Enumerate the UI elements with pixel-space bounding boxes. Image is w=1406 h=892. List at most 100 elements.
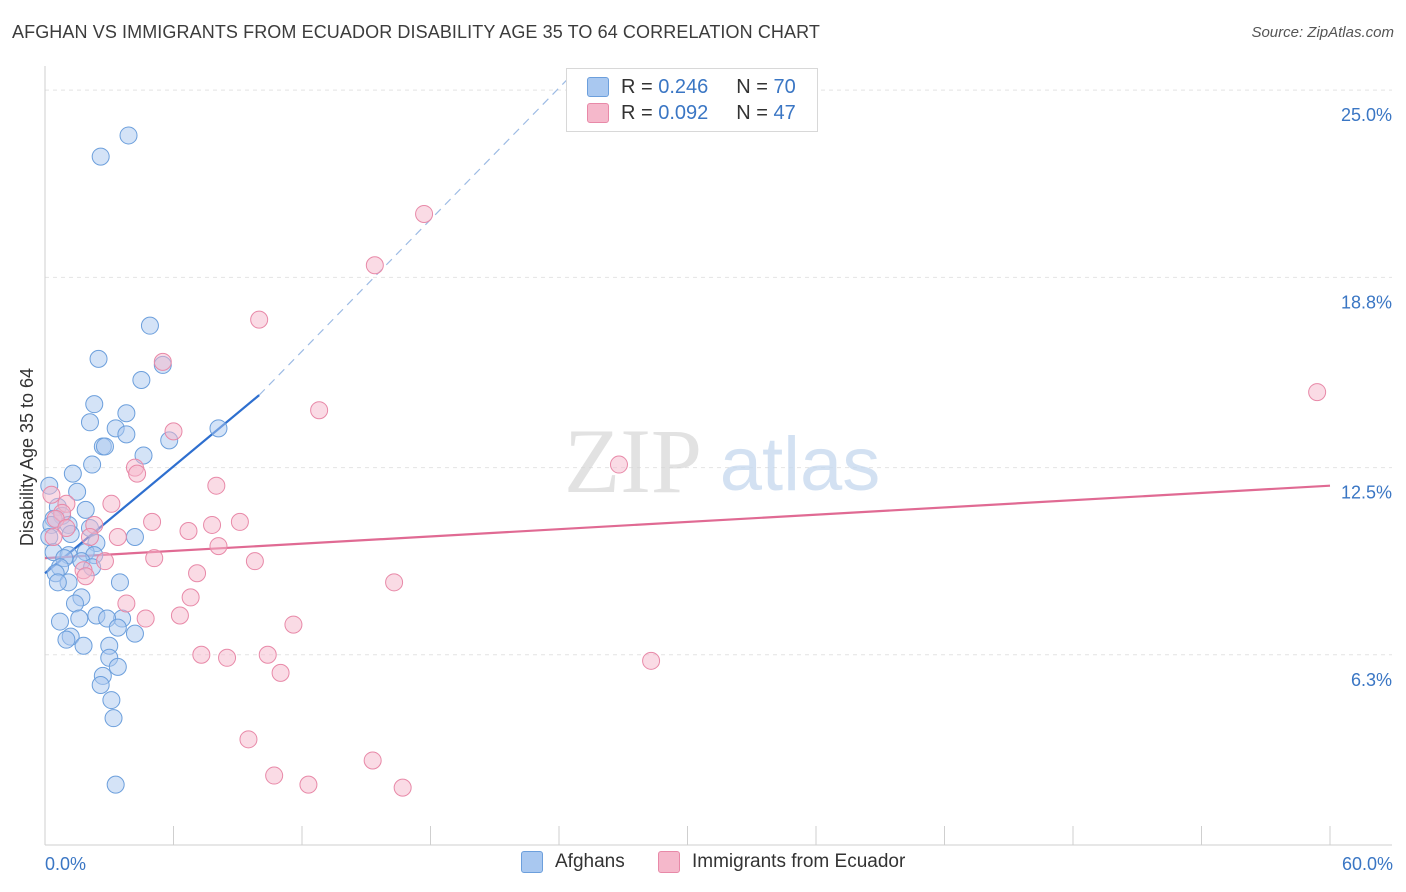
watermark-atlas: atlas [720,422,881,507]
tick-labels: 6.3% 12.5% 18.8% 25.0% 0.0% 60.0% [45,105,1393,874]
afghans-point [119,126,138,145]
afghans-point [108,618,127,637]
afghans-point [102,691,121,710]
ecuador-trend-line [44,484,1331,560]
afghans-point [70,609,89,628]
ecuador-point [143,512,162,531]
ecuador-point [365,256,384,275]
afghans-point [50,612,69,631]
r-value: 0.092 [658,101,709,124]
ecuador-point [642,651,661,670]
afghans-trend-extension [258,65,581,396]
ecuador-point [42,485,61,504]
ecuador-point [170,606,189,625]
ecuador-point [203,515,222,534]
ecuador-point [117,594,136,613]
ecuador-point [230,512,249,531]
ecuador-point [164,422,183,441]
afghans-point [104,709,123,728]
afghans-point [74,636,93,655]
afghans-swatch [587,77,609,97]
ecuador-point [218,648,237,667]
afghans-point [125,528,144,547]
afghans-point [140,316,159,335]
n-label: N = [736,75,774,98]
ecuador-legend-swatch [658,851,680,873]
ecuador-point [385,573,404,592]
legend-label-ecuador: Immigrants from Ecuador [692,851,906,872]
x-tick-label: 60.0% [1342,854,1393,874]
afghans-point [91,147,110,166]
n-value: 70 [773,75,796,98]
x-tick-label: 0.0% [45,854,86,874]
afghans-point [132,371,151,390]
afghans-point [117,404,136,423]
afghans-point [91,675,110,694]
afghans-point [117,425,136,444]
legend-label-afghans: Afghans [555,851,625,872]
gridlines [45,89,1392,656]
ecuador-point [207,476,226,495]
ecuador-point [245,552,264,571]
ecuador-point [239,730,258,749]
ecuador-point [44,528,63,547]
legend-item-afghans: Afghans [521,851,625,873]
afghans-point [108,657,127,676]
ecuador-point [57,518,76,537]
afghans-point [63,464,82,483]
ecuador-point [271,663,290,682]
ecuador-point [609,455,628,474]
ecuador-point [153,352,172,371]
ecuador-point [76,567,95,586]
r-value: 0.246 [658,75,709,98]
watermark-zip: ZIP [564,410,702,512]
ecuador-point [1308,383,1327,402]
afghans-point [83,455,102,474]
n-value: 47 [773,101,796,124]
correlation-legend: R = 0.246 N = 70 R = 0.092 N = 47 [566,68,818,132]
afghans-legend-swatch [521,851,543,873]
ecuador-point [188,564,207,583]
series-legend: Afghans Immigrants from Ecuador [0,851,1406,877]
chart-title: AFGHAN VS IMMIGRANTS FROM ECUADOR DISABI… [12,22,820,42]
afghans-point [65,594,84,613]
ecuador-point [108,528,127,547]
y-tick-label: 6.3% [1351,670,1392,690]
ecuador-point [80,528,99,547]
ecuador-point [102,494,121,513]
data-points [40,126,1327,797]
legend-row-afghans: R = 0.246 N = 70 [587,74,796,100]
ecuador-point [95,552,114,571]
n-label: N = [736,101,774,124]
ecuador-point [145,549,164,568]
ecuador-point [181,588,200,607]
ecuador-point [209,537,228,556]
ecuador-point [136,609,155,628]
afghans-point [76,500,95,519]
afghans-point [89,349,108,368]
ecuador-point [284,615,303,634]
afghans-point [106,775,125,794]
legend-row-ecuador: R = 0.092 N = 47 [587,100,796,126]
afghans-point [68,482,87,501]
y-axis-label: Disability Age 35 to 64 [17,368,37,546]
afghans-point [125,624,144,643]
afghans-point [57,630,76,649]
ecuador-point [415,204,434,223]
ecuador-point [393,778,412,797]
afghans-point [85,395,104,414]
ecuador-point [310,401,329,420]
afghans-point [209,419,228,438]
afghans-point [95,437,114,456]
afghans-point [80,413,99,432]
afghans-point [48,573,67,592]
ecuador-point [299,775,318,794]
ecuador-point [192,645,211,664]
ecuador-point [258,645,277,664]
afghans-point [110,573,129,592]
ecuador-swatch [587,103,609,123]
source-label: Source: ZipAtlas.com [1251,24,1394,41]
ecuador-point [265,766,284,785]
y-tick-label: 18.8% [1341,292,1392,312]
r-label: R = [621,101,659,124]
